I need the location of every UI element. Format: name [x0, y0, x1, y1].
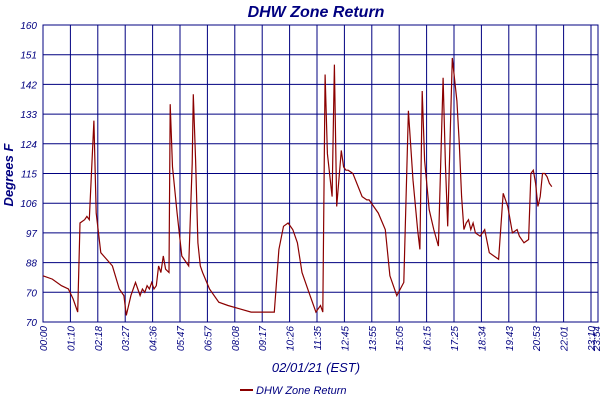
y-tick-label: 142: [20, 80, 37, 91]
y-tick-label: 70: [26, 318, 38, 329]
x-axis-label: 02/01/21 (EST): [272, 360, 360, 375]
x-tick-label: 05:47: [176, 326, 187, 351]
x-tick-label: 10:26: [286, 326, 297, 351]
x-tick-label: 06:57: [203, 326, 214, 351]
y-tick-label: 151: [20, 51, 37, 62]
y-axis-label: Degrees F: [1, 143, 16, 207]
x-tick-label: 00:00: [39, 326, 50, 351]
x-tick-label: 15:05: [395, 326, 406, 351]
y-tick-label: 70: [26, 288, 38, 299]
x-tick-label: 19:43: [505, 326, 516, 351]
series-line-dhw-zone-return: [42, 57, 553, 316]
x-tick-label: 09:17: [258, 326, 269, 351]
x-tick-label: 03:27: [121, 326, 132, 351]
x-tick-label: 22:01: [560, 326, 571, 352]
x-tick-label: 08:08: [231, 326, 242, 351]
x-axis-ticks: 00:00 01:10 02:18 03:27 04:36 05:47 06:57 08:08…: [39, 326, 600, 352]
y-tick-label: 133: [20, 110, 37, 121]
y-tick-label: 97: [26, 229, 38, 240]
x-tick-label: 16:15: [423, 326, 434, 351]
x-tick-label: 02:18: [94, 326, 105, 351]
legend: DHW Zone Return: [240, 385, 346, 397]
x-tick-label: 12:45: [340, 326, 351, 351]
x-tick-label: 13:55: [368, 326, 379, 351]
y-axis-ticks: 70 70 88 97 106 115 124 133 142 151 160: [20, 21, 37, 329]
x-tick-label: 04:36: [149, 326, 160, 351]
y-tick-label: 115: [21, 170, 37, 181]
x-tick-label: 01:10: [66, 326, 77, 351]
x-tick-label: 11:35: [313, 326, 324, 351]
x-tick-label: 18:34: [477, 326, 488, 351]
x-tick-label: 23:10: [587, 326, 598, 352]
legend-entry: DHW Zone Return: [256, 385, 346, 397]
y-tick-label: 124: [20, 140, 37, 151]
x-tick-label: 20:53: [532, 326, 543, 352]
x-tick-label: 23:54: [592, 326, 600, 352]
grid-lines: [43, 25, 598, 322]
y-tick-label: 106: [20, 199, 37, 210]
y-tick-label: 88: [26, 259, 38, 270]
x-tick-label: 17:25: [450, 326, 461, 351]
chart-title: DHW Zone Return: [248, 4, 385, 21]
y-tick-label: 160: [20, 21, 37, 32]
